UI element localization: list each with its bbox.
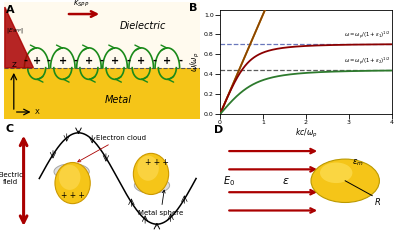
Text: +: +: [137, 56, 145, 66]
Text: + + +: + + +: [61, 191, 84, 200]
Text: -: -: [46, 56, 50, 66]
Text: + + +: + + +: [145, 158, 169, 167]
Circle shape: [320, 163, 352, 183]
Text: C: C: [6, 124, 14, 134]
Circle shape: [311, 159, 380, 203]
X-axis label: $kc/\omega_p$: $kc/\omega_p$: [295, 127, 317, 140]
Circle shape: [59, 165, 80, 190]
Bar: [4, 68, 200, 119]
Bar: [4, 2, 200, 68]
Text: +: +: [59, 56, 67, 66]
Text: $\omega=\omega_p/(1+\varepsilon_2)^{1/2}$: $\omega=\omega_p/(1+\varepsilon_2)^{1/2}…: [344, 55, 390, 67]
Text: +: +: [111, 56, 119, 66]
Text: $\varepsilon$: $\varepsilon$: [282, 176, 290, 186]
Text: +: +: [163, 56, 171, 66]
Text: X: X: [35, 109, 40, 115]
Text: -: -: [178, 56, 182, 66]
Text: Z: Z: [11, 62, 16, 68]
Text: $\varepsilon_m$: $\varepsilon_m$: [352, 158, 364, 168]
Text: Dielectric: Dielectric: [120, 21, 166, 31]
Text: -: -: [100, 56, 104, 66]
Text: +: +: [85, 56, 93, 66]
Text: $|E_{SPP}|$: $|E_{SPP}|$: [6, 26, 24, 35]
Ellipse shape: [134, 177, 170, 193]
Text: D: D: [214, 125, 223, 135]
Text: $E_0$: $E_0$: [223, 174, 235, 188]
Text: +: +: [33, 56, 41, 66]
Text: Metal: Metal: [105, 95, 132, 105]
Text: -: -: [23, 56, 27, 66]
Text: Electric
field: Electric field: [0, 172, 24, 185]
Text: -: -: [126, 56, 130, 66]
Text: A: A: [6, 5, 14, 15]
Circle shape: [55, 163, 90, 204]
Text: -: -: [152, 56, 156, 66]
Circle shape: [137, 156, 159, 181]
Text: $\omega=\omega_p/(1+\varepsilon_1)^{1/2}$: $\omega=\omega_p/(1+\varepsilon_1)^{1/2}…: [344, 29, 390, 41]
Text: $k_{SPP}$: $k_{SPP}$: [73, 0, 89, 9]
Polygon shape: [5, 7, 34, 68]
Y-axis label: $\omega/\omega_p$: $\omega/\omega_p$: [189, 52, 202, 72]
Text: Electron cloud: Electron cloud: [78, 135, 146, 162]
Text: -: -: [74, 56, 78, 66]
Text: $R$: $R$: [374, 196, 381, 207]
Ellipse shape: [54, 164, 89, 180]
Circle shape: [133, 153, 169, 194]
Text: Metal sphere: Metal sphere: [138, 190, 184, 216]
Text: B: B: [189, 3, 198, 13]
